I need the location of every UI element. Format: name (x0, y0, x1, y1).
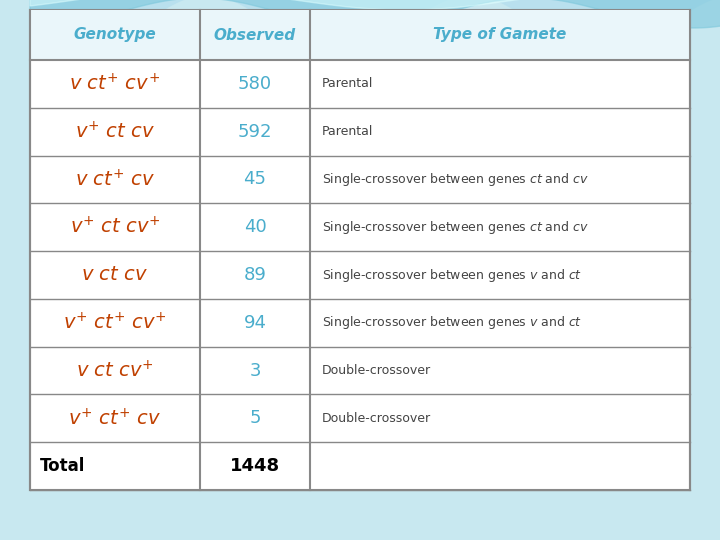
Text: Single-crossover between genes $\mathit{ct}$ and $\mathit{cv}$: Single-crossover between genes $\mathit{… (322, 171, 589, 188)
Text: Single-crossover between genes $\mathit{v}$ and $\mathit{ct}$: Single-crossover between genes $\mathit{… (322, 267, 582, 284)
Text: 94: 94 (243, 314, 266, 332)
Text: Double-crossover: Double-crossover (322, 364, 431, 377)
Text: $\mathit{v^{+}\ ct^{+}\ cv}$: $\mathit{v^{+}\ ct^{+}\ cv}$ (68, 408, 161, 429)
Text: Single-crossover between genes $\mathit{ct}$ and $\mathit{cv}$: Single-crossover between genes $\mathit{… (322, 219, 589, 236)
Text: Total: Total (40, 457, 86, 475)
Text: 89: 89 (243, 266, 266, 284)
Text: $\mathit{v\ ct\ cv}$: $\mathit{v\ ct\ cv}$ (81, 266, 148, 285)
Text: Parental: Parental (322, 125, 374, 138)
Text: 3: 3 (249, 362, 261, 380)
Text: 1448: 1448 (230, 457, 280, 475)
Text: $\mathit{v\ ct^{+}\ cv^{+}}$: $\mathit{v\ ct^{+}\ cv^{+}}$ (70, 73, 161, 94)
Polygon shape (30, 0, 720, 55)
Text: $\mathit{v^{+}\ ct\ cv}$: $\mathit{v^{+}\ ct\ cv}$ (75, 121, 155, 143)
Text: 40: 40 (243, 218, 266, 236)
Text: Double-crossover: Double-crossover (322, 412, 431, 425)
Text: Type of Gamete: Type of Gamete (433, 28, 567, 43)
Polygon shape (30, 0, 720, 28)
Text: Observed: Observed (214, 28, 296, 43)
Text: 580: 580 (238, 75, 272, 93)
Bar (30, 10, 690, 60)
Text: Single-crossover between genes $\mathit{v}$ and $\mathit{ct}$: Single-crossover between genes $\mathit{… (322, 314, 582, 331)
Text: $\mathit{v\ ct^{+}\ cv}$: $\mathit{v\ ct^{+}\ cv}$ (75, 169, 156, 190)
Text: $\mathit{v^{+}\ ct^{+}\ cv^{+}}$: $\mathit{v^{+}\ ct^{+}\ cv^{+}}$ (63, 312, 167, 333)
Text: $\mathit{v\ ct\ cv^{+}}$: $\mathit{v\ ct\ cv^{+}}$ (76, 360, 154, 381)
Text: $\mathit{v^{+}\ ct\ cv^{+}}$: $\mathit{v^{+}\ ct\ cv^{+}}$ (70, 217, 161, 238)
Text: 5: 5 (249, 409, 261, 427)
Text: Parental: Parental (322, 77, 374, 90)
Text: 45: 45 (243, 171, 266, 188)
Text: 592: 592 (238, 123, 272, 140)
Polygon shape (30, 0, 720, 10)
Text: Genotype: Genotype (73, 28, 156, 43)
Bar (30, 10, 690, 490)
